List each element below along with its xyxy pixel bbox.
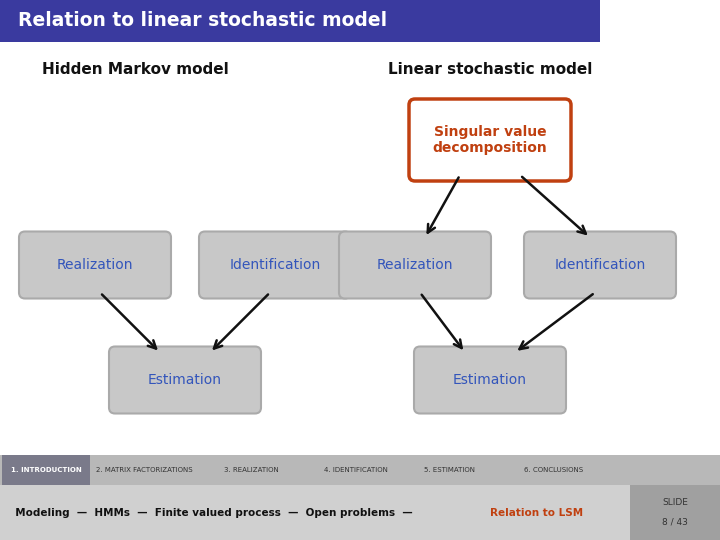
Text: 5. ESTIMATION: 5. ESTIMATION (424, 467, 475, 473)
FancyBboxPatch shape (199, 232, 351, 299)
Bar (2, 455, 90, 485)
FancyBboxPatch shape (109, 347, 261, 414)
Bar (0, 485, 630, 540)
FancyBboxPatch shape (524, 232, 676, 299)
FancyBboxPatch shape (414, 347, 566, 414)
Bar (0, 455, 720, 485)
Text: Estimation: Estimation (453, 373, 527, 387)
Text: Relation to LSM: Relation to LSM (490, 508, 583, 517)
FancyBboxPatch shape (409, 99, 571, 181)
Text: Relation to linear stochastic model: Relation to linear stochastic model (18, 11, 387, 30)
Text: 3. REALIZATION: 3. REALIZATION (224, 467, 279, 473)
Text: 2. MATRIX FACTORIZATIONS: 2. MATRIX FACTORIZATIONS (96, 467, 193, 473)
Text: 8 / 43: 8 / 43 (662, 518, 688, 527)
Text: Realization: Realization (57, 258, 133, 272)
Text: SLIDE: SLIDE (662, 498, 688, 507)
Text: Hidden Markov model: Hidden Markov model (42, 63, 228, 78)
Text: Singular value
decomposition: Singular value decomposition (433, 125, 547, 155)
Bar (0, 0, 600, 42)
FancyBboxPatch shape (19, 232, 171, 299)
Text: 4. IDENTIFICATION: 4. IDENTIFICATION (324, 467, 388, 473)
Text: Identification: Identification (554, 258, 646, 272)
Text: Realization: Realization (377, 258, 454, 272)
FancyBboxPatch shape (339, 232, 491, 299)
Bar (630, 485, 720, 540)
Text: Modeling  —  HMMs  —  Finite valued process  —  Open problems  —: Modeling — HMMs — Finite valued process … (8, 508, 420, 517)
Text: Identification: Identification (230, 258, 320, 272)
Text: Linear stochastic model: Linear stochastic model (388, 63, 592, 78)
Text: 1. INTRODUCTION: 1. INTRODUCTION (11, 467, 81, 473)
Text: 6. CONCLUSIONS: 6. CONCLUSIONS (524, 467, 583, 473)
Text: Estimation: Estimation (148, 373, 222, 387)
